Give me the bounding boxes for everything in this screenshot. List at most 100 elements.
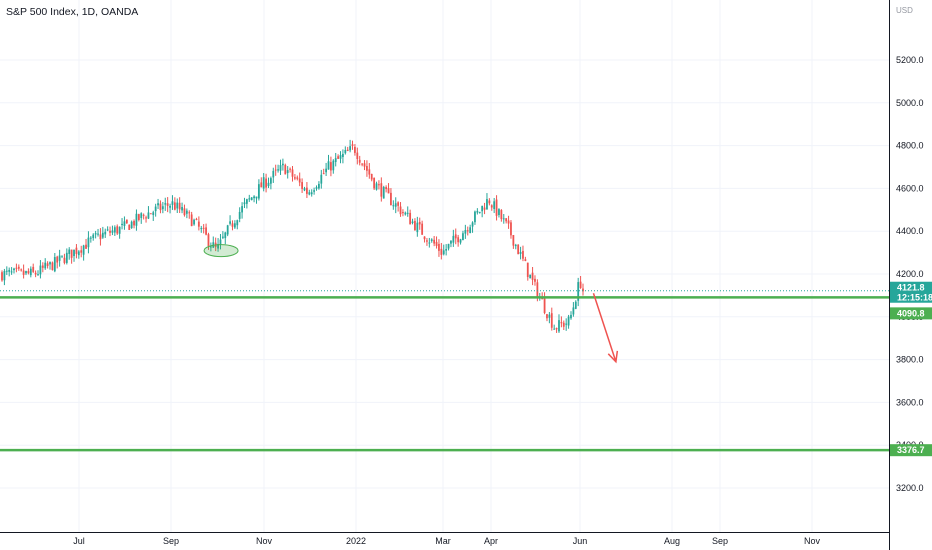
candle-body — [579, 281, 582, 288]
candle-body — [166, 203, 169, 206]
candle-body — [368, 169, 371, 175]
candle-body — [130, 221, 133, 229]
candle-body — [123, 221, 126, 226]
candle-body — [399, 206, 402, 215]
candle-body — [116, 226, 119, 234]
candle-body — [1, 272, 3, 281]
candle-body — [209, 246, 212, 248]
candle-body — [157, 203, 159, 206]
candle-body — [469, 227, 472, 234]
candle-body — [344, 150, 347, 154]
candle-body — [147, 212, 150, 219]
candle-body — [274, 169, 277, 171]
candle-body — [478, 211, 481, 213]
candle-body — [519, 252, 522, 254]
candle-body — [387, 188, 390, 194]
candle-body — [476, 210, 479, 213]
candle-body — [454, 234, 457, 239]
candle-body — [284, 164, 287, 175]
candle-body — [493, 201, 496, 209]
candle-body — [221, 236, 224, 238]
candle-body — [308, 192, 311, 195]
y-tick-label: 3600.0 — [896, 397, 924, 407]
candle-body — [486, 199, 488, 210]
candle-body — [39, 265, 42, 275]
candle-body — [510, 222, 512, 236]
current-price-tag-text: 12:15:18 — [897, 293, 932, 303]
candle-body — [161, 206, 164, 210]
candle-body — [442, 250, 445, 255]
candle-body — [233, 223, 236, 228]
candle-body — [197, 221, 200, 227]
candle-body — [382, 186, 385, 199]
candle-body — [99, 234, 102, 240]
candle-body — [565, 323, 568, 325]
candle-body — [248, 198, 251, 200]
candle-body — [505, 218, 508, 222]
candle-body — [481, 205, 484, 212]
y-tick-label: 5000.0 — [896, 98, 924, 108]
level-tag-text: 3376.7 — [897, 445, 925, 455]
arrow-annotation — [592, 293, 617, 362]
candle-body — [421, 223, 424, 235]
candle-body — [87, 237, 90, 248]
candle-body — [44, 262, 47, 269]
candle-body — [548, 314, 551, 318]
y-tick-label: 4400.0 — [896, 226, 924, 236]
candle-body — [546, 314, 548, 319]
y-tick-label: 4200.0 — [896, 269, 924, 279]
candle-body — [188, 212, 191, 214]
candle-body — [207, 234, 210, 247]
candle-body — [219, 239, 222, 245]
candle-body — [354, 146, 356, 153]
candle-body — [318, 183, 320, 189]
candle-body — [173, 202, 176, 210]
candle-body — [315, 187, 318, 189]
candle-body — [514, 244, 517, 247]
candle-body — [414, 220, 416, 231]
candle-body — [562, 322, 565, 327]
candle-body — [423, 236, 426, 240]
candle-body — [286, 170, 289, 174]
candle-body — [183, 208, 186, 216]
candle-body — [205, 227, 207, 235]
candle-body — [363, 163, 366, 167]
candle-body — [94, 233, 97, 235]
candle-body — [433, 239, 436, 244]
candle-body — [65, 252, 68, 263]
candle-body — [10, 271, 13, 273]
candle-body — [5, 270, 8, 272]
candle-body — [502, 218, 505, 220]
candle-body — [553, 328, 556, 330]
candle-body — [349, 146, 352, 151]
candle-body — [145, 217, 147, 219]
candle-body — [68, 249, 71, 254]
candle-body — [488, 200, 491, 204]
candle-body — [406, 212, 409, 214]
candle-body — [269, 178, 272, 184]
candle-body — [306, 187, 308, 194]
candle-body — [385, 187, 388, 190]
candle-body — [450, 240, 452, 244]
candle-body — [70, 249, 73, 258]
candle-body — [176, 202, 179, 209]
candle-body — [327, 161, 330, 170]
candle-body — [82, 245, 85, 255]
candle-body — [291, 169, 294, 177]
candle-body — [111, 230, 114, 233]
candle-body — [128, 224, 131, 230]
candle-body — [378, 184, 380, 186]
candle-body — [20, 269, 23, 271]
candle-body — [250, 197, 253, 200]
candle-body — [301, 182, 303, 189]
x-tick-label: Nov — [804, 536, 821, 546]
candle-body — [507, 220, 510, 224]
candle-body — [118, 226, 121, 234]
candle-body — [459, 239, 462, 243]
x-tick-label: Apr — [484, 536, 498, 546]
candle-body — [303, 188, 306, 191]
candle-body — [185, 210, 188, 214]
candle-body — [272, 170, 275, 178]
candle-body — [109, 230, 111, 233]
